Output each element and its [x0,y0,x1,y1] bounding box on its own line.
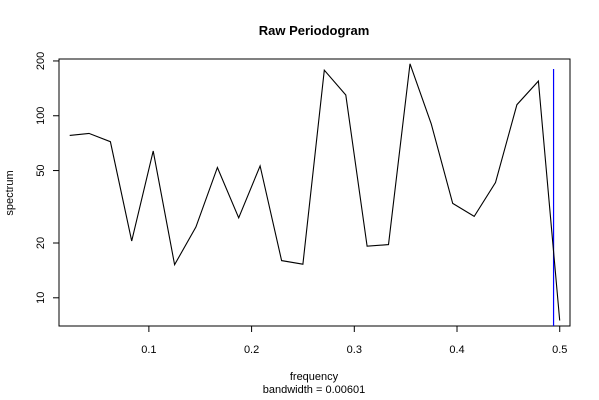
x-axis: 0.1 0.2 0.3 0.4 0.5 [141,326,567,356]
spectrum-series-line [69,63,561,321]
x-tick-label: 0.3 [347,344,362,356]
y-tick-label: 20 [35,237,47,249]
x-tick-label: 0.2 [244,344,259,356]
y-tick-label: 50 [35,164,47,176]
y-tick-label: 200 [35,52,47,70]
plot-frame [58,58,571,327]
y-axis-label: spectrum [4,170,16,215]
series-layer [69,63,561,326]
chart-title: Raw Periodogram [259,23,370,38]
y-tick-label: 10 [35,292,47,304]
x-tick-label: 0.5 [552,344,567,356]
x-axis-sublabel: bandwidth = 0.00601 [263,384,365,396]
y-axis: 10 20 50 100 200 [35,52,59,304]
x-axis-label: frequency [290,371,339,383]
x-tick-label: 0.1 [141,344,156,356]
x-tick-label: 0.4 [449,344,464,356]
y-tick-label: 100 [35,107,47,125]
